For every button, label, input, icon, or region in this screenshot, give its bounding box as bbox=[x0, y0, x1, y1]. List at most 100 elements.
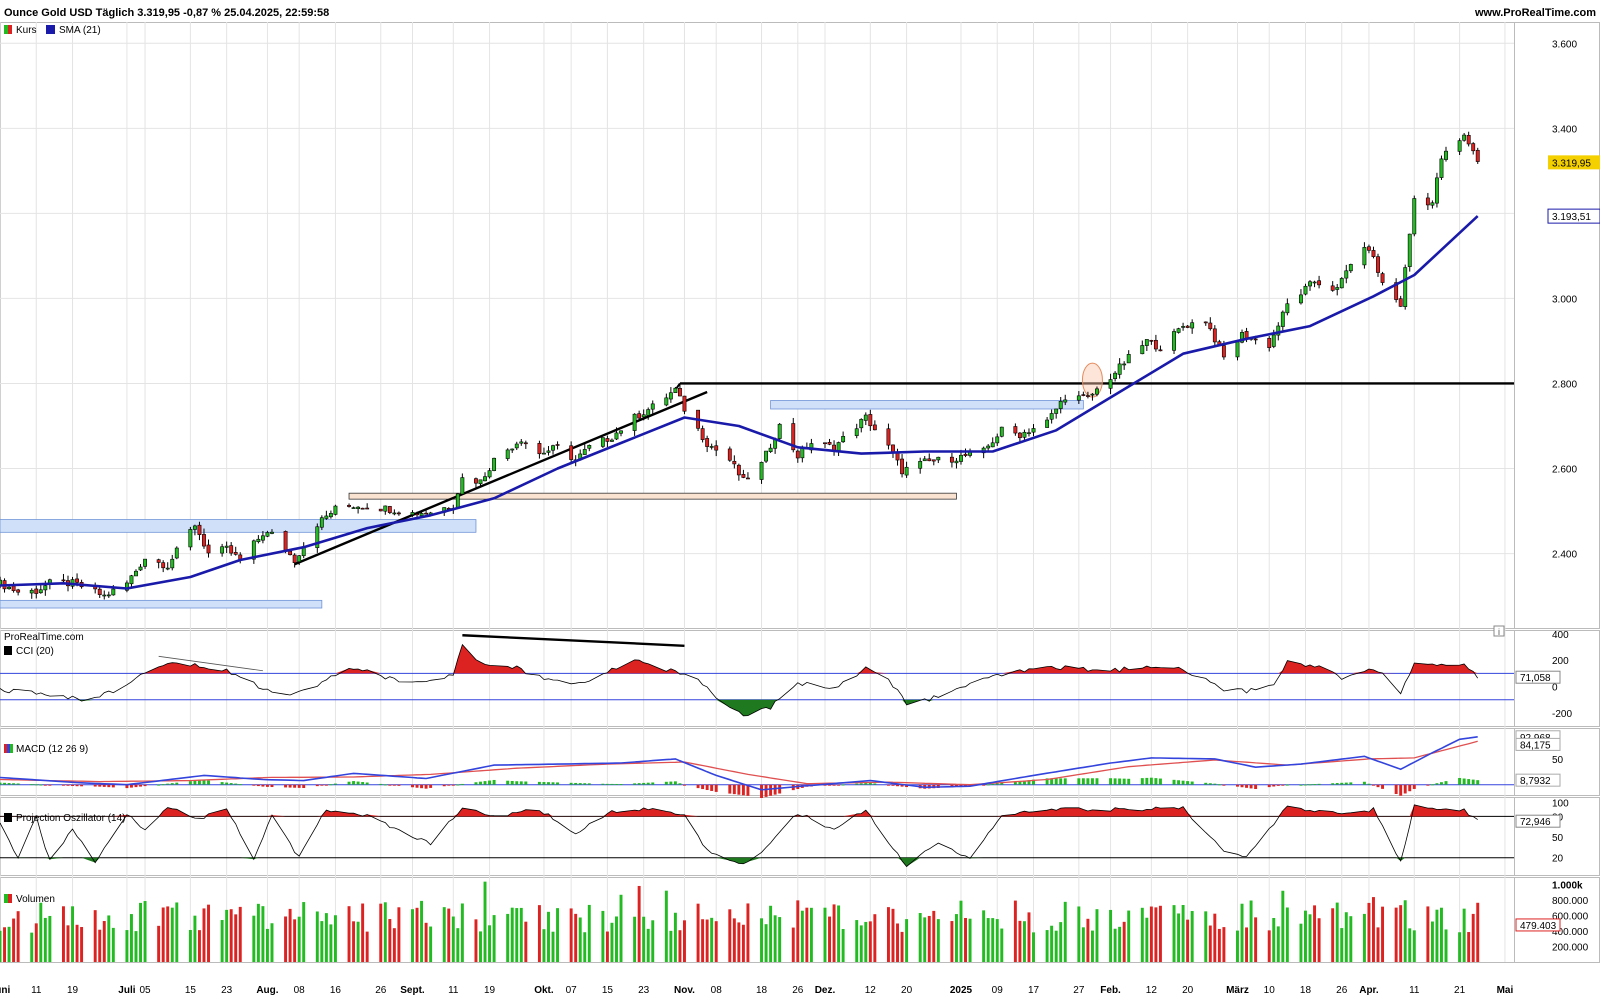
legend-cci[interactable]: CCI (20) bbox=[4, 646, 54, 657]
candle-body bbox=[1348, 264, 1353, 272]
volume-bar bbox=[129, 914, 133, 962]
volume-bar bbox=[524, 921, 528, 962]
volume-bar bbox=[1272, 917, 1276, 962]
macd-histogram-bar bbox=[1458, 777, 1462, 785]
candle-body bbox=[1299, 294, 1303, 304]
macd-histogram-bar bbox=[442, 784, 446, 787]
macd-histogram-bar bbox=[175, 782, 179, 785]
volume-bar bbox=[442, 907, 446, 962]
candle-body bbox=[1045, 419, 1050, 428]
candle-body bbox=[569, 445, 574, 460]
macd-histogram-bar bbox=[1426, 784, 1430, 786]
volume-bar bbox=[1027, 912, 1031, 962]
legend-projection[interactable]: Projection Oszillator (14) bbox=[4, 813, 125, 824]
candle-body bbox=[1371, 250, 1376, 257]
macd-histogram-bar bbox=[16, 783, 20, 785]
trend-line bbox=[294, 390, 708, 566]
volume-bar bbox=[1109, 909, 1113, 962]
candle-body bbox=[224, 545, 229, 548]
macd-histogram-bar bbox=[841, 784, 845, 786]
macd-histogram-bar bbox=[651, 782, 655, 785]
volume-bar bbox=[1140, 907, 1144, 962]
volume-bar bbox=[1467, 932, 1471, 962]
candle-body bbox=[347, 504, 351, 507]
volume-bar bbox=[1095, 909, 1099, 962]
candle-body bbox=[1144, 339, 1149, 346]
x-tick-label: Dez. bbox=[815, 985, 836, 996]
volume-bar bbox=[329, 924, 333, 962]
candle-body bbox=[233, 552, 238, 555]
volume-bar bbox=[601, 910, 605, 962]
macd-histogram-bar bbox=[125, 784, 129, 789]
candle-body bbox=[1276, 325, 1281, 336]
candle-body bbox=[990, 442, 995, 448]
macd-histogram-bar bbox=[1054, 778, 1058, 785]
macd-histogram-bar bbox=[134, 784, 138, 788]
macd-histogram-bar bbox=[1240, 784, 1244, 788]
volume-bar bbox=[71, 906, 74, 962]
macd-histogram-bar bbox=[551, 782, 555, 785]
candle-body bbox=[315, 526, 320, 549]
macd-histogram-bar bbox=[1412, 784, 1416, 789]
volume-bar bbox=[98, 929, 102, 962]
volume-bar bbox=[252, 915, 256, 962]
volume-bar bbox=[125, 930, 129, 962]
volume-bar bbox=[619, 894, 623, 962]
volume-bar bbox=[1018, 920, 1022, 962]
candle-body bbox=[333, 505, 338, 515]
macd-histogram-bar bbox=[1081, 778, 1085, 785]
legend-macd[interactable]: MACD (12 26 9) bbox=[4, 744, 88, 755]
x-tick-label: 08 bbox=[294, 985, 306, 996]
candle-body bbox=[202, 534, 206, 547]
volume-bar bbox=[429, 926, 433, 962]
macd-histogram-bar bbox=[769, 784, 773, 796]
candle-body bbox=[859, 419, 864, 429]
candle-body bbox=[392, 512, 397, 515]
volume-bar bbox=[610, 922, 614, 962]
macd-histogram-bar bbox=[873, 783, 877, 785]
candle-body bbox=[1412, 198, 1417, 235]
candle-body bbox=[600, 437, 605, 447]
macd-histogram-bar bbox=[1376, 784, 1380, 788]
volume-bar bbox=[265, 928, 269, 962]
info-icon[interactable]: i bbox=[1493, 625, 1505, 637]
volume-bar bbox=[1304, 910, 1307, 962]
macd-histogram-bar bbox=[1149, 777, 1153, 785]
volume-bar bbox=[320, 921, 324, 962]
macd-histogram-bar bbox=[424, 784, 428, 789]
macd-histogram-bar bbox=[139, 784, 142, 787]
volume-bar bbox=[710, 917, 714, 962]
volume-bar bbox=[1376, 927, 1380, 962]
candle-body bbox=[872, 424, 877, 431]
macd-histogram-bar bbox=[986, 784, 990, 786]
volume-bar bbox=[1349, 916, 1353, 962]
macd-histogram-bar bbox=[34, 784, 38, 786]
macd-histogram-bar bbox=[1027, 780, 1031, 785]
volume-bar bbox=[1172, 905, 1176, 962]
candle-body bbox=[514, 443, 519, 449]
macd-histogram-bar bbox=[333, 783, 337, 785]
volume-bar bbox=[16, 911, 20, 962]
macd-histogram-bar bbox=[1344, 782, 1348, 785]
x-tick-label: 26 bbox=[1336, 985, 1348, 996]
candle-body bbox=[483, 476, 487, 482]
volume-bar bbox=[732, 918, 736, 962]
y-tick-label-volume: 200.000 bbox=[1552, 943, 1589, 954]
candle-body bbox=[1054, 408, 1059, 414]
volume-bar bbox=[1081, 927, 1085, 962]
brand-link[interactable]: www.ProRealTime.com bbox=[1474, 7, 1596, 19]
macd-histogram-bar bbox=[868, 782, 872, 785]
x-tick-label: Feb. bbox=[1100, 985, 1121, 996]
legend-item-kurs[interactable]: Kurs bbox=[4, 25, 37, 36]
macd-histogram-bar bbox=[324, 784, 328, 786]
candle-body bbox=[1444, 150, 1448, 160]
volume-bar bbox=[637, 885, 641, 962]
macd-histogram-bar bbox=[683, 784, 686, 786]
macd-histogram-bar bbox=[252, 784, 256, 786]
legend-volume[interactable]: Volumen bbox=[4, 894, 55, 905]
volume-bar bbox=[1149, 906, 1153, 962]
candle-body bbox=[297, 555, 302, 563]
volume-bar bbox=[778, 917, 782, 962]
legend-item-sma[interactable]: SMA (21) bbox=[46, 25, 101, 36]
candle-body bbox=[791, 423, 796, 451]
